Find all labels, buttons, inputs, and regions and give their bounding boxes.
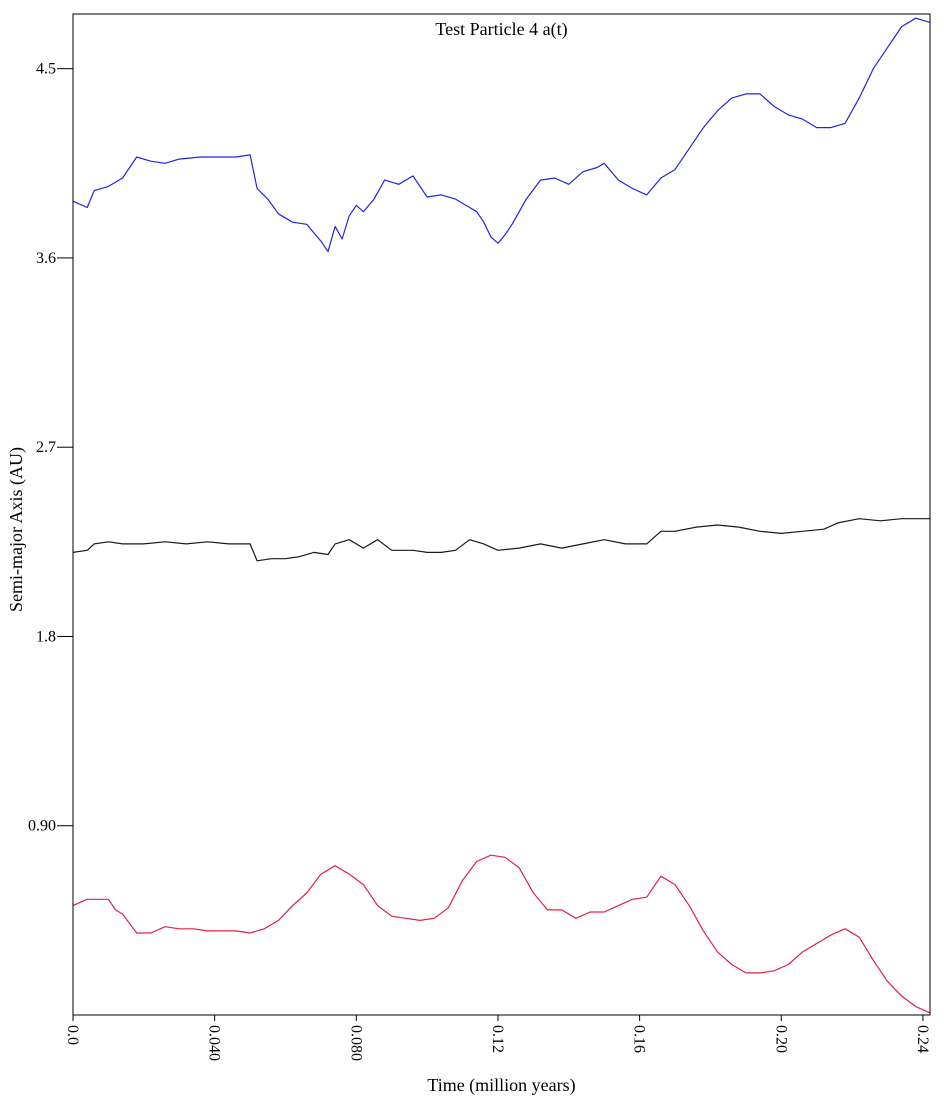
x-tick-label: 0.16	[631, 1025, 648, 1053]
x-tick-label: 0.24	[914, 1025, 931, 1053]
series-line-2	[72, 518, 930, 562]
series-line-1	[72, 17, 931, 253]
y-tick-label: 2.7	[36, 439, 56, 456]
y-tick-label: 3.6	[36, 250, 56, 267]
y-tick-label: 4.5	[36, 61, 56, 78]
y-tick-label: 1.8	[36, 628, 56, 645]
y-axis: 0.90 1.8 2.7 3.6 4.5	[28, 61, 73, 835]
x-tick-label: 0.080	[347, 1025, 364, 1061]
plot-lines	[72, 17, 931, 1014]
chart-title: Test Particle 4 a(t)	[435, 19, 567, 40]
x-tick-label: 0.040	[206, 1025, 223, 1061]
x-axis: 0.0 0.040 0.080 0.12 0.16 0.20 0.24	[64, 1015, 931, 1061]
y-axis-title: Semi-major Axis (AU)	[6, 447, 27, 612]
plot-frame	[72, 13, 931, 1016]
x-axis-title: Time (million years)	[427, 1075, 575, 1096]
series-line-3	[72, 854, 931, 1014]
y-tick-label: 0.90	[28, 818, 56, 835]
x-tick-label: 0.0	[64, 1025, 81, 1045]
x-tick-label: 0.12	[489, 1025, 506, 1053]
x-tick-label: 0.20	[772, 1025, 789, 1053]
